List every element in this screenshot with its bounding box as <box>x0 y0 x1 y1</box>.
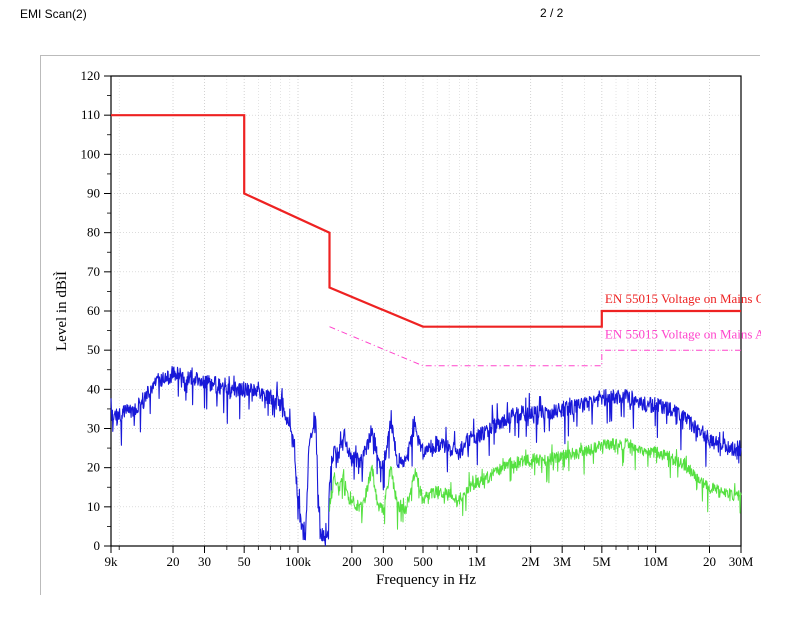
x-tick-label: 10M <box>643 554 668 569</box>
x-tick-label: 20 <box>167 554 180 569</box>
page-count: 2 / 2 <box>540 6 563 20</box>
x-tick-label: 300 <box>374 554 394 569</box>
x-tick-label: 1M <box>468 554 487 569</box>
x-tick-label: 100k <box>285 554 312 569</box>
y-tick-label: 20 <box>87 460 100 475</box>
page: EMI Scan(2) 2 / 2 0 10 20 30 40 50 60 70 80 90 100… <box>0 0 800 630</box>
x-axis-label: Frequency in Hz <box>376 572 476 588</box>
x-tick-label: 3M <box>553 554 572 569</box>
y-tick-label: 40 <box>87 381 100 396</box>
y-axis-label: Level in dBìÌ <box>53 271 70 351</box>
y-tick-label: 70 <box>87 264 100 279</box>
x-tick-label: 5M <box>593 554 612 569</box>
y-tick-label: 50 <box>87 342 100 357</box>
x-tick-label: 500 <box>413 554 433 569</box>
y-tick-label: 10 <box>87 499 100 514</box>
y-tick-label: 80 <box>87 225 100 240</box>
x-tick-label: 9k <box>105 554 119 569</box>
limit-label: EN 55015 Voltage on Mains AV <box>605 326 761 341</box>
x-tick-label: 50 <box>238 554 251 569</box>
scan-title: EMI Scan(2) <box>20 7 87 21</box>
emi-chart: 0 10 20 30 40 50 60 70 80 90 100 110 120 9k 20 30 50 100k… <box>40 55 760 595</box>
y-tick-label: 0 <box>94 538 101 553</box>
page-header: EMI Scan(2) 2 / 2 <box>20 6 780 24</box>
limit-label: EN 55015 Voltage on Mains QP <box>605 291 761 306</box>
y-tick-label: 110 <box>81 107 100 122</box>
y-tick-label: 90 <box>87 186 100 201</box>
y-tick-label: 60 <box>87 303 100 318</box>
y-tick-label: 100 <box>81 146 101 161</box>
x-tick-label: 30 <box>198 554 211 569</box>
x-tick-label: 200 <box>342 554 362 569</box>
x-tick-label: 2M <box>522 554 541 569</box>
y-tick-label: 120 <box>81 68 101 83</box>
x-tick-label: 20 <box>703 554 716 569</box>
x-tick-label: 30M <box>729 554 754 569</box>
chart-svg: 0 10 20 30 40 50 60 70 80 90 100 110 120 9k 20 30 50 100k… <box>41 56 761 596</box>
y-tick-label: 30 <box>87 421 100 436</box>
